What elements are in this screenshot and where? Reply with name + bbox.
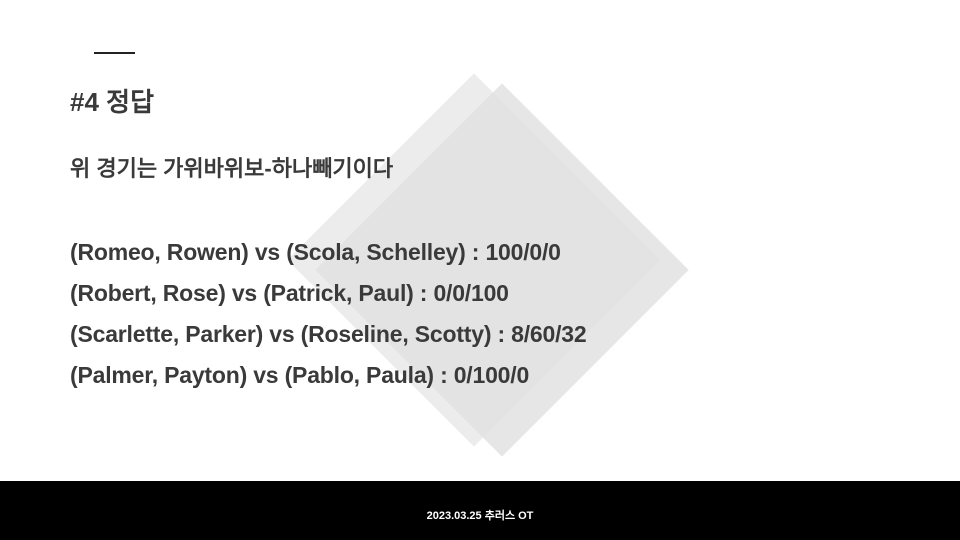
match-result-line: (Robert, Rose) vs (Patrick, Paul) : 0/0/…: [70, 280, 509, 306]
match-result-line: (Romeo, Rowen) vs (Scola, Schelley) : 10…: [70, 239, 561, 265]
match-result-line: (Scarlette, Parker) vs (Roseline, Scotty…: [70, 321, 587, 347]
match-result-line: (Palmer, Payton) vs (Pablo, Paula) : 0/1…: [70, 362, 530, 388]
match-results-list: (Romeo, Rowen) vs (Scola, Schelley) : 10…: [70, 232, 587, 396]
title-accent-line: [94, 52, 135, 54]
footer-text: 2023.03.25 추러스 OT: [426, 510, 534, 522]
footer-bar: 2023.03.25 추러스 OT: [0, 481, 960, 540]
slide-subtitle: 위 경기는 가위바위보-하나빼기이다: [70, 156, 394, 181]
slide-title: #4 정답: [70, 87, 154, 117]
